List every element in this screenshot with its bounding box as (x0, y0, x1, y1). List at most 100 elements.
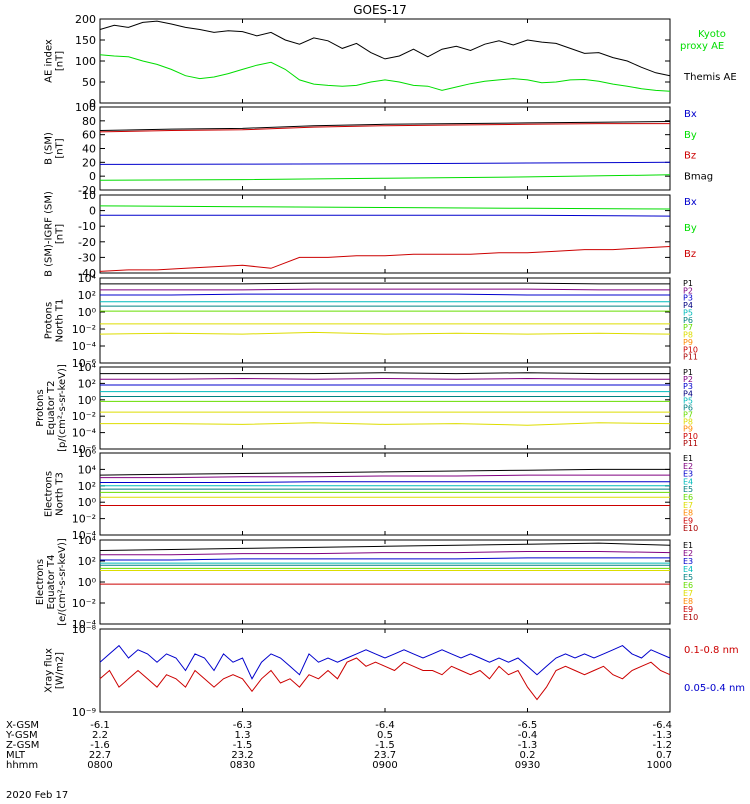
y-tick-label: 150 (75, 34, 96, 47)
series-bz (99, 123, 670, 133)
ephemeris-value: -1.5 (233, 740, 253, 751)
legend-p1: P1 (683, 368, 693, 377)
ephemeris-value: -6.4 (652, 720, 672, 731)
legend-themis-ae: Themis AE (683, 72, 737, 83)
series-bx (100, 214, 671, 217)
y-tick-label: 10⁻² (72, 410, 96, 423)
ephemeris-label: Y-GSM (5, 730, 38, 741)
legend-bz: Bz (684, 151, 696, 162)
series-p8 (99, 331, 671, 335)
ephemeris-value: 0.7 (656, 750, 672, 761)
ephemeris-value: -1.3 (518, 740, 538, 751)
legend-bz: Bz (684, 249, 696, 260)
ephemeris-value: 0900 (372, 760, 397, 771)
panel-frame (99, 277, 671, 364)
legend-p11: P11 (683, 439, 698, 448)
legend-e2: E2 (683, 549, 693, 558)
series-p3 (100, 293, 670, 296)
y-tick-label: 10⁴ (78, 463, 97, 476)
y-tick-label: 100 (75, 101, 96, 114)
series-0-1-0-8-nm (99, 657, 671, 701)
panel-protons_t1: 10⁻⁶ 10⁻⁴ 10⁻² 10⁰ 10² 10⁴ Protons North T1 P1P2… (44, 272, 699, 370)
y-tick-label: 10⁶ (78, 447, 97, 460)
y-tick-label: 10⁻⁹ (72, 706, 96, 719)
y-axis-label: Equator T4 (46, 555, 57, 610)
series-themis-ae (99, 20, 671, 77)
y-axis-label: B (SM)-IGRF (SM) (44, 191, 55, 277)
y-tick-label: 10⁻⁶ (72, 443, 97, 456)
ephemeris-value: 0.5 (377, 730, 393, 741)
legend-e5: E5 (683, 485, 693, 494)
y-tick-label: 10⁴ (78, 534, 97, 547)
series-0-05-0-4-nm (99, 644, 671, 680)
panel-b_sm_igrf: -40 -30 -20 -10 0 10 B (SM)-IGRF (SM) [nT] Bx By B… (44, 189, 697, 280)
y-axis-label: North T3 (55, 472, 66, 516)
ephemeris-value: 2.2 (92, 730, 108, 741)
series-e2 (100, 474, 670, 479)
y-tick-label: 10⁰ (78, 496, 97, 509)
series-e1 (99, 542, 671, 551)
ephemeris-value: -6.4 (375, 720, 395, 731)
ephemeris-value: -6.1 (90, 720, 110, 731)
legend-e7: E7 (683, 501, 693, 510)
ephemeris-value: -6.5 (518, 720, 538, 731)
ephemeris-value: 0.2 (520, 750, 536, 761)
legend-p5: P5 (683, 396, 693, 405)
legend-e8: E8 (683, 597, 693, 606)
series-p2 (100, 288, 670, 291)
legend-e10: E10 (683, 524, 698, 533)
ephemeris-value: -1.6 (90, 740, 110, 751)
y-tick-label: 10⁴ (78, 272, 97, 285)
series-e3 (100, 557, 670, 561)
legend-e10: E10 (683, 613, 698, 622)
ephemeris-value: 0930 (515, 760, 540, 771)
legend-e9: E9 (683, 516, 693, 525)
panel-frame (99, 452, 671, 536)
y-tick-label: 10⁻⁴ (72, 618, 97, 631)
legend-e4: E4 (683, 565, 693, 574)
y-tick-label: 10⁰ (78, 306, 97, 319)
y-tick-label: 10 (82, 189, 96, 202)
legend-p9: P9 (683, 338, 693, 347)
y-tick-label: 10⁻⁶ (72, 357, 97, 370)
series-p8 (100, 422, 671, 426)
legend-p1: P1 (683, 279, 693, 288)
y-axis-label: Electrons (44, 471, 55, 517)
y-tick-label: 10² (78, 480, 96, 493)
ephemeris-value: 22.7 (89, 750, 111, 761)
legend-p9: P9 (683, 425, 693, 434)
y-tick-label: 40 (82, 143, 96, 156)
series-by (99, 205, 671, 210)
y-axis-label: [e/(cm²-s-sr-keV)] (57, 538, 68, 626)
legend-p2: P2 (683, 375, 693, 384)
legend-e3: E3 (683, 470, 693, 479)
ephemeris-label: hhmm (6, 760, 38, 771)
y-axis-label: [p/(cm²-s-sr-keV)] (57, 364, 68, 452)
ephemeris-table: X-GSM -6.1 -6.3 -6.4 -6.5 -6.4Y-GSM 2.2 1.3 0.5-… (5, 720, 672, 771)
ephemeris-value: 0800 (87, 760, 112, 771)
ephemeris-value: 23.7 (374, 750, 396, 761)
legend-e3: E3 (683, 557, 693, 566)
y-axis-label: [nT] (55, 138, 66, 158)
series-p2 (100, 377, 670, 380)
legend-kyoto: Kyoto (698, 29, 726, 40)
y-tick-label: 80 (82, 115, 96, 128)
y-tick-label: 10⁴ (78, 361, 97, 374)
y-tick-label: 10² (78, 289, 96, 302)
y-tick-label: -40 (78, 267, 96, 280)
panel-frame (99, 18, 671, 104)
ephemeris-value: 1.3 (235, 730, 251, 741)
legend-e7: E7 (683, 589, 693, 598)
y-tick-label: 10⁰ (78, 394, 97, 407)
ephemeris-value: -6.3 (233, 720, 253, 731)
y-axis-label: Equator T2 (46, 381, 57, 436)
ephemeris-value: -1.2 (652, 740, 672, 751)
legend-kyoto-proxy-ae: proxy AE (680, 41, 724, 52)
legend-p8: P8 (683, 331, 693, 340)
y-tick-label: 10⁻² (72, 513, 96, 526)
series-p1 (100, 282, 670, 285)
